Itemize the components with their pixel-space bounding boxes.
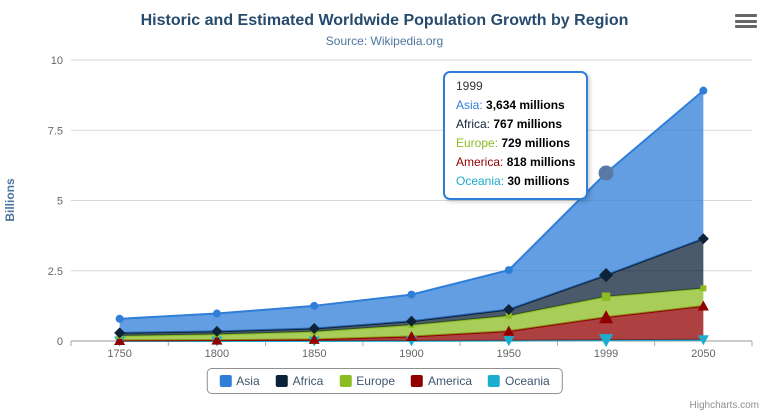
hamburger-icon: [735, 19, 757, 23]
tooltip-rows: Asia: 3,634 millions Africa: 767 millions…: [456, 96, 575, 191]
x-axis-tick-label: 1999: [594, 348, 618, 360]
point-marker[interactable]: [697, 233, 709, 245]
point-marker[interactable]: [406, 315, 417, 327]
point-marker[interactable]: [115, 314, 124, 323]
legend-item-europe[interactable]: Europe: [339, 374, 395, 388]
series-markers[interactable]: [114, 86, 709, 348]
point-marker[interactable]: [700, 285, 707, 292]
point-marker[interactable]: [598, 268, 614, 283]
y-axis-tick-label: 2.5: [48, 266, 63, 278]
x-axis-tick-label: 1800: [205, 348, 229, 360]
y-axis-title: Billions: [3, 178, 17, 222]
context-menu-button[interactable]: [735, 14, 757, 28]
y-axis-tick-label: 5: [57, 196, 63, 208]
point-marker[interactable]: [503, 325, 515, 336]
y-axis-tick-label: 0: [57, 336, 63, 348]
point-marker[interactable]: [503, 304, 515, 316]
point-marker[interactable]: [114, 334, 126, 345]
legend-swatch: [339, 375, 352, 387]
x-axis-tick-label: 1900: [399, 348, 423, 360]
tooltip-row: Asia: 3,634 millions: [456, 98, 565, 112]
point-marker[interactable]: [114, 327, 126, 339]
point-marker[interactable]: [308, 323, 320, 335]
legend-item-america[interactable]: America: [411, 374, 472, 388]
tooltip-header: 1999: [456, 79, 483, 93]
x-axis-tick-label: 2050: [691, 348, 715, 360]
legend-label: Africa: [292, 374, 324, 388]
point-marker[interactable]: [598, 165, 614, 181]
legend-label: Oceania: [505, 374, 550, 388]
legend-swatch: [488, 375, 501, 387]
point-marker[interactable]: [503, 336, 515, 347]
chart-title: Historic and Estimated Worldwide Populat…: [140, 12, 629, 29]
tooltip-row: America: 818 millions: [456, 155, 576, 169]
point-marker[interactable]: [310, 301, 319, 310]
point-marker[interactable]: [505, 312, 512, 319]
tooltip-row: Europe: 729 millions: [456, 136, 571, 150]
legend-label: America: [428, 374, 473, 388]
point-marker[interactable]: [211, 334, 223, 345]
x-axis-tick-label: 1950: [497, 348, 521, 360]
tooltip: 1999 Asia: 3,634 millions Africa: 767 mil…: [443, 71, 589, 200]
point-marker[interactable]: [598, 310, 614, 324]
legend-item-oceania[interactable]: Oceania: [488, 374, 550, 388]
legend-swatch: [275, 375, 288, 387]
point-marker[interactable]: [406, 330, 417, 341]
point-marker[interactable]: [308, 333, 320, 344]
point-marker[interactable]: [407, 290, 416, 299]
point-marker[interactable]: [598, 334, 614, 348]
point-marker[interactable]: [211, 325, 223, 337]
point-marker[interactable]: [601, 292, 611, 301]
tooltip-row: Africa: 767 millions: [456, 117, 563, 131]
x-axis-tick-label: 1850: [302, 348, 326, 360]
point-marker[interactable]: [212, 309, 221, 318]
legend: Asia Africa Europe America Oceania: [206, 368, 563, 394]
point-marker[interactable]: [699, 86, 708, 95]
hamburger-icon: [735, 25, 757, 28]
axis-labels: 0 2.5 5 7.5 10 1750 1800 1850 1900 1950 1999 2050: [48, 55, 716, 360]
legend-swatch: [411, 375, 424, 387]
legend-label: Europe: [356, 374, 396, 388]
legend-item-asia[interactable]: Asia: [219, 374, 260, 388]
legend-label: Asia: [236, 374, 260, 388]
hamburger-icon: [735, 14, 757, 17]
legend-swatch: [219, 375, 232, 387]
series-areas[interactable]: [119, 89, 705, 342]
y-axis-tick-label: 10: [51, 55, 63, 67]
point-marker[interactable]: [697, 300, 709, 311]
y-axis-tick-label: 7.5: [48, 125, 63, 137]
point-marker[interactable]: [504, 266, 513, 275]
point-marker[interactable]: [697, 335, 709, 346]
tooltip-row: Oceania: 30 millions: [456, 174, 570, 188]
legend-item-africa[interactable]: Africa: [275, 374, 324, 388]
chart-subtitle: Source: Wikipedia.org: [325, 34, 444, 48]
credits-link[interactable]: Highcharts.com: [689, 400, 759, 411]
x-axis-tick-label: 1750: [107, 348, 131, 360]
